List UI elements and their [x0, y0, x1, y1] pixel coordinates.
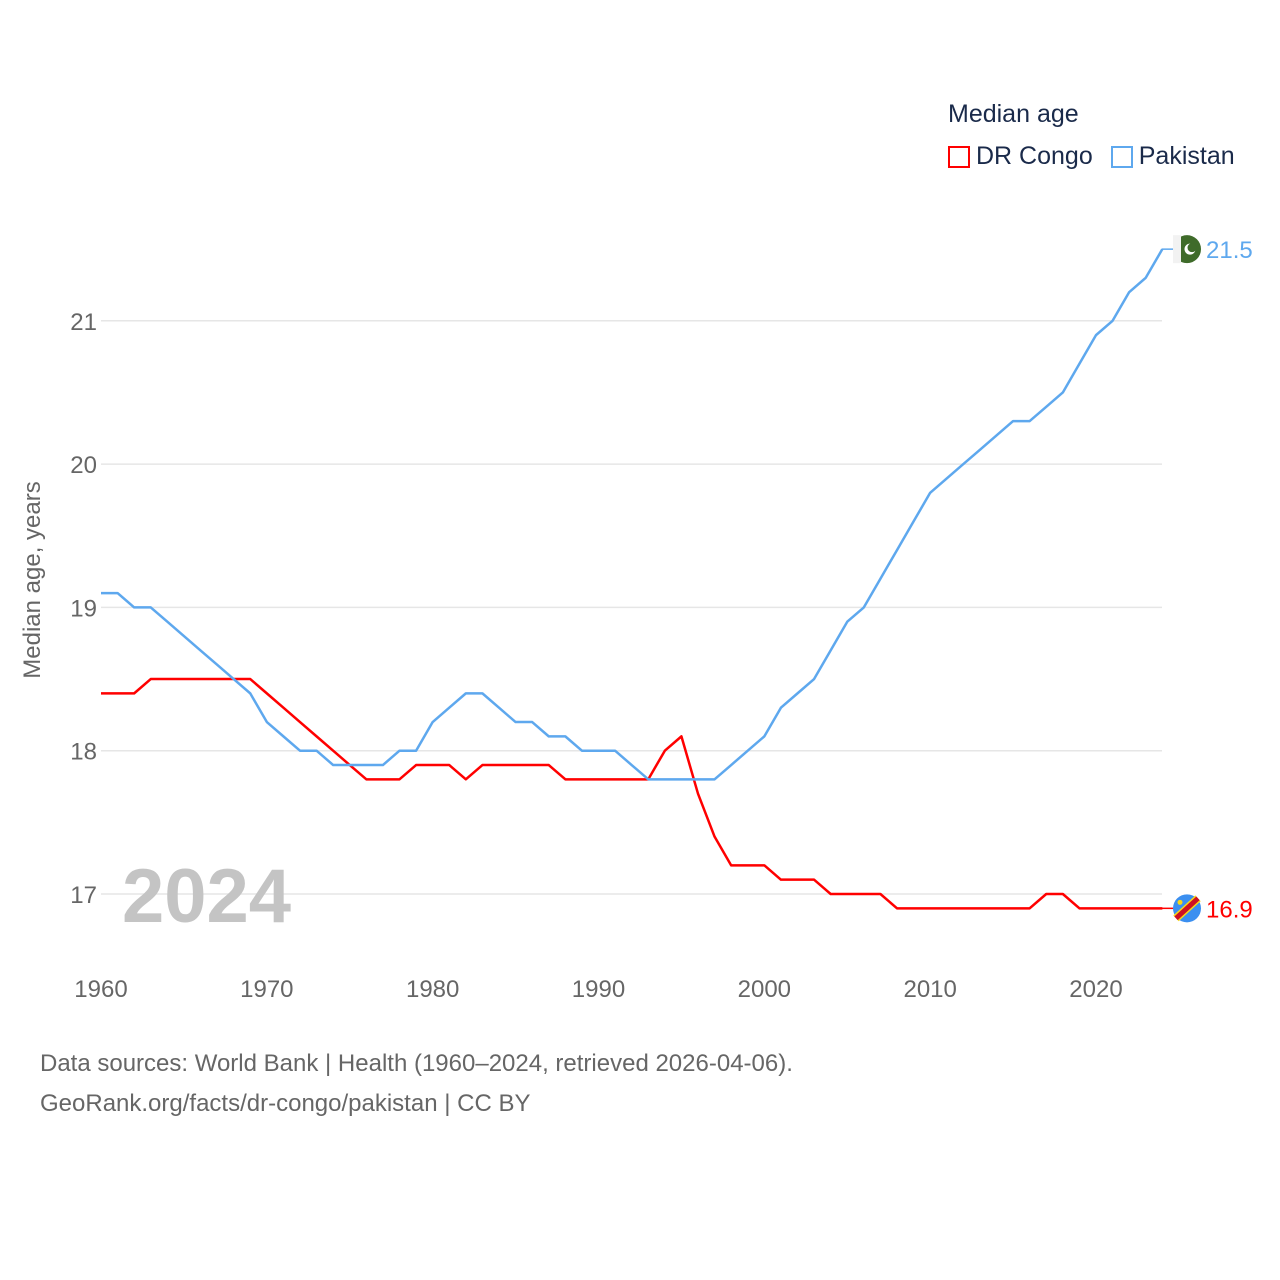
y-axis-label: Median age, years — [19, 481, 46, 678]
x-tick-label: 2020 — [1069, 976, 1122, 1003]
legend-title: Median age — [948, 100, 1079, 128]
series-line-dr-congo — [101, 677, 1163, 910]
flag-stripe-red — [1174, 896, 1200, 921]
source-link[interactable]: GeoRank.org/facts/dr-congo/pakistan | CC… — [40, 1090, 531, 1117]
flag-stripe — [1173, 235, 1181, 264]
y-tick-label: 20 — [70, 452, 97, 479]
legend-label: Pakistan — [1138, 142, 1235, 170]
x-tick-label: 2000 — [738, 976, 791, 1003]
footer: Data sources: World Bank | Health (1960–… — [40, 1044, 793, 1124]
x-tick-label: 1970 — [240, 976, 293, 1003]
legend-item-pakistan[interactable]: Pakistan — [1110, 142, 1235, 171]
legend: DR Congo Pakistan — [948, 142, 1235, 171]
legend-swatch — [1110, 145, 1133, 168]
x-tick-label: 1960 — [74, 976, 127, 1003]
legend-swatch — [948, 145, 970, 168]
y-tick-label: 21 — [70, 309, 97, 336]
legend-item-dr-congo[interactable]: DR Congo — [948, 142, 1093, 171]
x-tick-label: 1980 — [406, 976, 459, 1003]
flag-crescent-cut — [1187, 243, 1197, 253]
series-line-pakistan — [101, 248, 1164, 781]
dr-congo-flag-icon — [1173, 894, 1201, 923]
data-sources: Data sources: World Bank | Health (1960–… — [40, 1050, 793, 1077]
pakistan-flag-icon — [1173, 235, 1201, 264]
y-tick-label: 19 — [70, 595, 97, 622]
end-value-label: 16.9 — [1206, 896, 1253, 923]
flag-star — [1177, 899, 1183, 905]
y-tick-label: 18 — [70, 739, 97, 766]
legend-label: DR Congo — [976, 142, 1093, 170]
x-tick-label: 1990 — [572, 976, 625, 1003]
end-value-label: 21.5 — [1206, 237, 1253, 264]
y-tick-label: 17 — [70, 882, 97, 909]
year-watermark: 2024 — [122, 854, 291, 939]
x-tick-label: 2010 — [903, 976, 956, 1003]
